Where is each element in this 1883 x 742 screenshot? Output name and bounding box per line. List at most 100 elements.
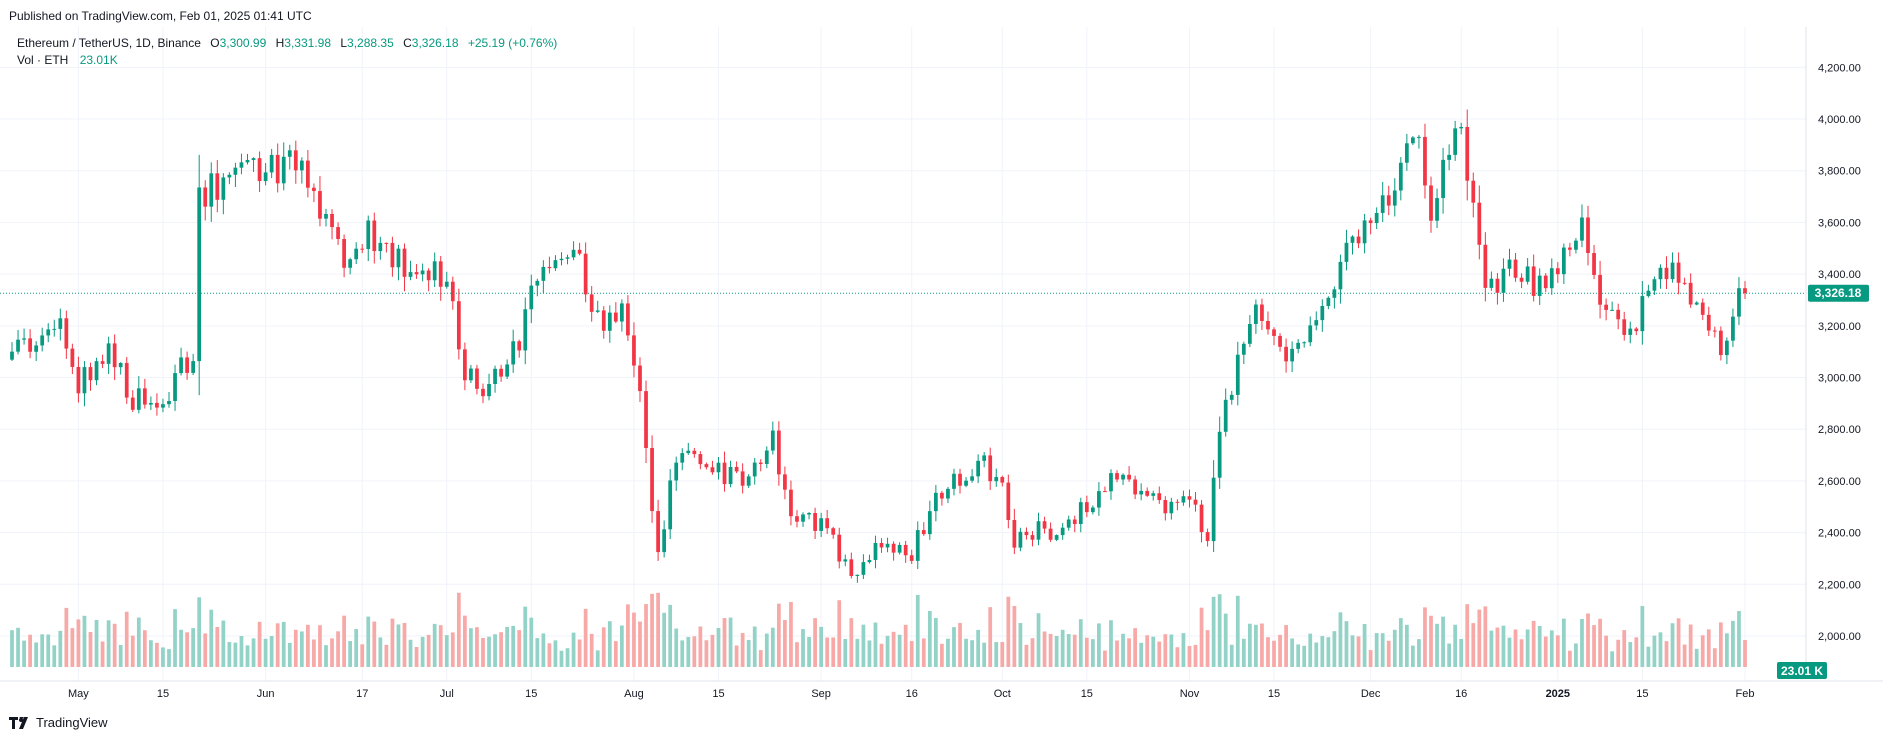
candle-body xyxy=(1362,220,1367,244)
volume-bar xyxy=(529,617,534,667)
volume-bar xyxy=(348,641,353,667)
candle-body xyxy=(1223,399,1228,432)
candle-body xyxy=(933,492,938,512)
volume-bar xyxy=(372,621,377,667)
last-price-label: 3,326.18 xyxy=(1815,286,1862,300)
candle-body xyxy=(710,467,715,473)
candle-body xyxy=(1332,289,1337,298)
candle-body xyxy=(849,559,854,576)
candle-body xyxy=(1169,501,1174,514)
chart-frame[interactable]: 4,200.00 4,000.00 3,800.00 3,600.00 3,400.00… xyxy=(0,27,1883,711)
candle-body xyxy=(716,462,721,473)
volume-bar xyxy=(1398,618,1403,667)
candle-body xyxy=(595,310,600,312)
volume-bar xyxy=(1308,633,1313,667)
candle-body xyxy=(475,368,479,389)
candle-body xyxy=(1187,496,1192,500)
volume-bar xyxy=(746,639,751,667)
volume-bar xyxy=(626,604,630,667)
volume-bar xyxy=(1646,646,1651,667)
volume-bar xyxy=(88,632,93,667)
volume-bar xyxy=(1580,618,1584,667)
candle-body xyxy=(366,220,371,249)
candle-body xyxy=(1006,482,1011,521)
volume-bar xyxy=(124,611,129,667)
time-tick-label: Sep xyxy=(811,688,831,700)
candle-body xyxy=(783,474,787,490)
candle-body xyxy=(100,361,105,364)
candle-body xyxy=(420,270,425,275)
volume-bar xyxy=(1254,624,1258,667)
candle-body xyxy=(758,462,763,464)
branding[interactable]: TradingView xyxy=(9,715,108,730)
volume-bar xyxy=(1574,643,1578,667)
price-tick-label: 2,200.00 xyxy=(1818,579,1861,591)
time-tick-label: 15 xyxy=(1081,688,1093,700)
candle-body xyxy=(698,454,703,465)
volume-bar xyxy=(1211,596,1216,667)
candle-body xyxy=(1266,320,1270,330)
volume-bar xyxy=(1688,624,1693,667)
candle-body xyxy=(1205,532,1210,542)
candle-body xyxy=(1241,343,1246,355)
volume-bar xyxy=(1592,625,1596,667)
price-tick-label: 3,200.00 xyxy=(1818,321,1861,333)
volume-bar xyxy=(1314,642,1319,667)
volume-bar xyxy=(179,629,183,667)
volume-bar xyxy=(1616,639,1621,667)
volume-bar xyxy=(976,629,981,667)
candle-body xyxy=(1688,282,1693,305)
volume-bar xyxy=(511,625,516,667)
volume-bar xyxy=(1012,605,1017,667)
symbol-label[interactable]: Ethereum / TetherUS, 1D, Binance xyxy=(17,36,201,50)
candle-body xyxy=(982,455,987,461)
candle-body xyxy=(306,160,310,188)
candle-body xyxy=(1718,330,1723,356)
candle-body xyxy=(1326,297,1331,306)
volume-bar xyxy=(342,615,346,667)
candle-body xyxy=(964,480,968,486)
volume-bar xyxy=(1350,635,1355,667)
volume-bar xyxy=(613,641,618,667)
candle-body xyxy=(674,462,679,481)
candle-body xyxy=(1586,217,1590,254)
time-axis[interactable]: May 15 Jun 17 Jul 15 Aug 15 Sep 16 Oct 15 Nov 15 Dec 16… xyxy=(68,688,1754,700)
candle-body xyxy=(94,361,99,381)
candle-body xyxy=(1404,143,1409,163)
volume-bar xyxy=(1199,607,1204,667)
candle-body xyxy=(1495,278,1500,293)
candle-body xyxy=(1386,195,1391,206)
price-tick-label: 2,600.00 xyxy=(1818,476,1861,488)
candle-body xyxy=(1574,240,1578,250)
volume-bar xyxy=(1356,636,1361,667)
volume-bar xyxy=(776,603,781,667)
volume-bar xyxy=(426,634,431,667)
volume-bar xyxy=(1459,638,1464,667)
candle-body xyxy=(197,187,202,362)
candle-body xyxy=(831,528,836,535)
volume-bar xyxy=(1712,648,1717,667)
candle-body xyxy=(571,249,576,258)
volume-bar xyxy=(493,634,497,667)
volume-bar xyxy=(191,628,196,667)
volume-bar xyxy=(1133,628,1138,667)
candle-body xyxy=(1580,217,1584,241)
candle-body xyxy=(161,404,165,408)
volume-bar xyxy=(233,642,238,667)
candle-body xyxy=(740,471,745,486)
candle-body xyxy=(1000,477,1005,483)
candle-body xyxy=(1731,316,1735,341)
volume-bar xyxy=(1272,640,1276,667)
candle-body xyxy=(348,259,353,268)
volume-bar xyxy=(632,612,636,667)
volume-bar xyxy=(535,638,540,667)
volume-bar xyxy=(1706,629,1711,667)
candle-body xyxy=(354,248,359,260)
volume-bar xyxy=(149,640,153,667)
price-axis[interactable]: 4,200.00 4,000.00 3,800.00 3,600.00 3,400.00… xyxy=(1818,62,1861,643)
candle-body xyxy=(64,318,69,349)
candle-body xyxy=(149,402,153,405)
candle-body xyxy=(789,489,793,517)
volume-label[interactable]: Vol · ETH xyxy=(17,53,69,67)
volume-bar xyxy=(1586,613,1590,667)
